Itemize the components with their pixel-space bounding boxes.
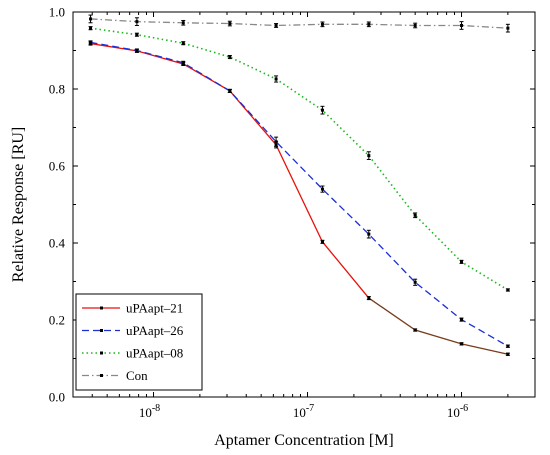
legend-label: uPAapt–26 bbox=[126, 323, 184, 338]
series-3 bbox=[88, 26, 510, 292]
data-point bbox=[413, 23, 417, 27]
y-tick-label: 1.0 bbox=[49, 5, 65, 20]
series-line bbox=[90, 18, 508, 29]
legend-box bbox=[75, 293, 203, 391]
data-point bbox=[506, 288, 510, 292]
series-line-segment bbox=[368, 297, 509, 355]
data-point bbox=[135, 20, 139, 24]
data-point bbox=[320, 240, 324, 244]
data-point bbox=[274, 77, 278, 81]
x-axis-label: Aptamer Concentration [M] bbox=[214, 432, 394, 449]
legend-label: Con bbox=[126, 368, 148, 383]
data-point bbox=[89, 40, 93, 44]
legend-marker bbox=[100, 329, 103, 332]
legend-label: uPAapt–08 bbox=[126, 346, 183, 361]
data-point bbox=[413, 328, 417, 332]
data-point bbox=[506, 344, 510, 348]
y-tick-label: 0.2 bbox=[49, 313, 65, 328]
data-point bbox=[506, 26, 510, 30]
data-point bbox=[228, 89, 232, 93]
data-point bbox=[181, 61, 185, 65]
x-tick-label-exponent: -7 bbox=[306, 403, 314, 414]
series-line bbox=[90, 27, 509, 291]
data-point bbox=[135, 49, 139, 52]
series-line bbox=[90, 41, 509, 347]
data-point bbox=[320, 22, 324, 26]
data-point bbox=[228, 22, 232, 26]
series-2 bbox=[88, 40, 510, 348]
legend-marker bbox=[100, 306, 103, 310]
series-layer bbox=[88, 14, 510, 356]
x-tick-label-base: 10 bbox=[139, 405, 152, 420]
series-line bbox=[90, 42, 370, 299]
data-point bbox=[274, 23, 278, 27]
x-tick-label: 10-7 bbox=[293, 403, 314, 420]
x-tick-label: 10-8 bbox=[139, 403, 160, 420]
y-tick-label: 0.4 bbox=[49, 236, 66, 251]
data-point bbox=[320, 187, 324, 191]
x-tick-label-base: 10 bbox=[447, 405, 460, 420]
data-point bbox=[228, 55, 232, 59]
data-point bbox=[413, 213, 417, 217]
data-point bbox=[181, 41, 185, 45]
data-point bbox=[460, 318, 464, 322]
series-4 bbox=[88, 14, 510, 33]
data-point bbox=[506, 352, 510, 356]
data-point bbox=[460, 260, 464, 264]
axes-layer: 0.00.20.40.60.81.010-8 10-7 10-6 bbox=[49, 5, 536, 420]
x-tick-label-exponent: -8 bbox=[152, 403, 160, 414]
x-tick-label: 10-6 bbox=[447, 403, 468, 420]
y-tick-label: 0.0 bbox=[49, 390, 65, 405]
data-point bbox=[367, 154, 371, 158]
data-point bbox=[460, 342, 464, 346]
legend-marker bbox=[100, 374, 103, 377]
data-point bbox=[413, 280, 417, 284]
data-point bbox=[135, 33, 139, 37]
y-tick-label: 0.8 bbox=[49, 82, 65, 97]
data-point bbox=[89, 26, 93, 30]
data-point bbox=[181, 21, 185, 25]
data-point bbox=[367, 296, 371, 300]
data-point bbox=[367, 22, 371, 26]
legend-marker bbox=[100, 351, 103, 355]
y-axis-label: Relative Response [RU] bbox=[10, 127, 27, 283]
data-point bbox=[367, 232, 371, 236]
data-point bbox=[274, 140, 278, 144]
data-point bbox=[89, 17, 93, 21]
y-tick-label: 0.6 bbox=[49, 159, 66, 174]
x-tick-label-exponent: -6 bbox=[460, 403, 468, 414]
legend-label: uPAapt–21 bbox=[126, 301, 183, 316]
legend: uPAapt–21 uPAapt–26 uPAapt–08 Con bbox=[75, 293, 203, 391]
x-tick-label-base: 10 bbox=[293, 405, 306, 420]
data-point bbox=[460, 23, 464, 27]
data-point bbox=[320, 108, 324, 112]
